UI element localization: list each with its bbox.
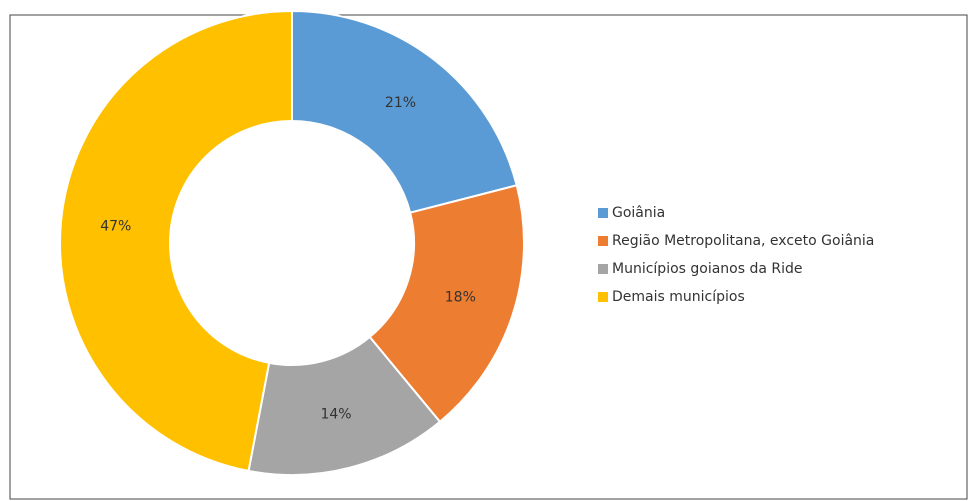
legend-label: Região Metropolitana, exceto Goiânia	[612, 233, 874, 249]
donut-slice	[291, 9, 518, 214]
legend-label: Municípios goianos da Ride	[612, 261, 803, 277]
legend-swatch	[598, 236, 608, 246]
legend-label: Goiânia	[612, 205, 665, 221]
data-label: 47%	[100, 218, 131, 234]
legend-swatch	[598, 208, 608, 218]
donut-slice	[247, 335, 442, 476]
donut-slice	[368, 184, 525, 424]
data-label: 14%	[320, 406, 351, 422]
data-label: 21%	[385, 95, 416, 111]
donut-slice	[59, 9, 293, 473]
legend-label: Demais municípios	[612, 289, 745, 305]
legend-swatch	[598, 264, 608, 274]
legend-swatch	[598, 292, 608, 302]
data-label: 18%	[445, 290, 476, 306]
